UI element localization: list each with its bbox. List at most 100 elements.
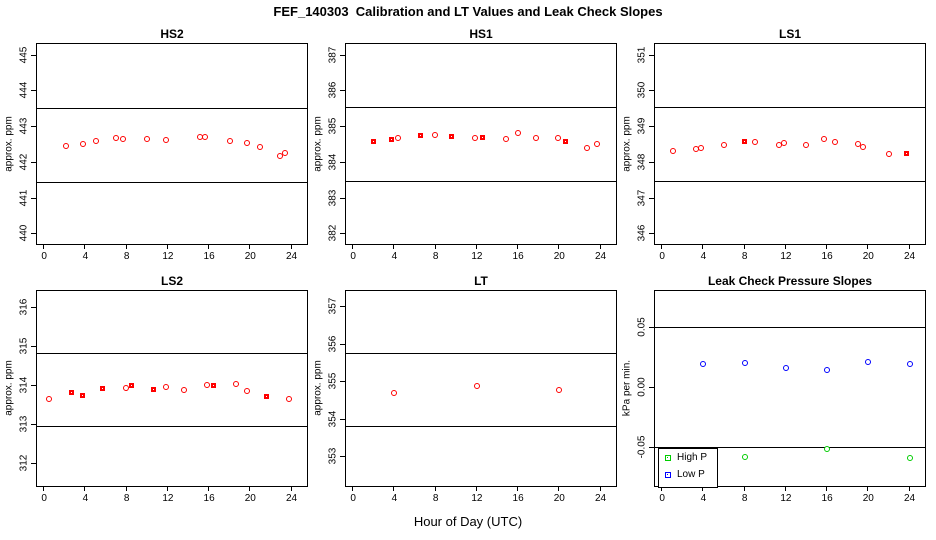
x-tick-mark bbox=[393, 486, 395, 491]
reference-line bbox=[346, 107, 616, 109]
data-point bbox=[780, 140, 787, 147]
data-point bbox=[431, 131, 438, 138]
y-tick-mark bbox=[31, 90, 36, 92]
plot-area-ls2: 312 313 314 315 316 0 4 8 12 16 20 24 bbox=[19, 290, 308, 504]
y-tick-mark bbox=[340, 54, 345, 56]
data-point bbox=[144, 136, 151, 142]
y-axis-label-leak-check: kPa per min. bbox=[621, 359, 633, 417]
data-point-center bbox=[391, 139, 393, 141]
data-point bbox=[556, 386, 563, 393]
x-tick-mark bbox=[249, 486, 251, 491]
data-point bbox=[286, 396, 293, 403]
x-tick-mark bbox=[434, 486, 436, 491]
subplot-title-ls1: LS1 bbox=[778, 27, 802, 41]
y-tick-label: 384 bbox=[327, 153, 339, 171]
data-point bbox=[584, 144, 591, 151]
data-point bbox=[92, 138, 99, 145]
y-tick-label: 315 bbox=[18, 337, 30, 354]
y-tick-mark bbox=[649, 197, 654, 199]
y-axis-label-hs2: approx. ppm bbox=[3, 116, 15, 172]
data-point bbox=[69, 390, 75, 396]
x-tick-mark bbox=[743, 244, 745, 249]
x-tick-label: 4 bbox=[700, 493, 707, 504]
subplot-leak-check: Leak Check Pressure Slopes kPa per min. … bbox=[618, 274, 927, 521]
y-tick-mark bbox=[31, 233, 36, 235]
data-point bbox=[181, 386, 188, 393]
data-point bbox=[99, 386, 105, 392]
y-tick-mark bbox=[340, 418, 345, 420]
x-tick-mark bbox=[249, 244, 251, 249]
y-tick-mark bbox=[31, 462, 36, 464]
x-tick-label: 16 bbox=[821, 493, 833, 504]
data-point bbox=[232, 380, 239, 387]
data-point-center bbox=[743, 140, 745, 142]
data-point bbox=[594, 141, 601, 147]
y-tick-mark bbox=[31, 345, 36, 347]
x-tick-mark bbox=[784, 486, 786, 491]
y-tick-label: 316 bbox=[18, 298, 30, 315]
legend-label: Low P bbox=[677, 469, 705, 480]
reference-line bbox=[655, 447, 925, 449]
x-tick-mark bbox=[290, 244, 292, 249]
y-tick-mark bbox=[340, 306, 345, 307]
data-point bbox=[46, 396, 53, 403]
x-tick-mark bbox=[517, 244, 519, 249]
y-axis-label-hs1: approx. ppm bbox=[312, 116, 324, 172]
x-tick-mark bbox=[702, 486, 704, 491]
legend-entry: High P bbox=[659, 449, 717, 466]
x-tick-label: 12 bbox=[780, 251, 792, 262]
x-tick-label: 24 bbox=[594, 493, 607, 504]
data-point bbox=[555, 135, 562, 142]
data-point bbox=[62, 143, 69, 150]
data-point bbox=[906, 455, 913, 462]
x-tick-label: 16 bbox=[512, 493, 524, 504]
data-point bbox=[128, 382, 134, 388]
y-tick-label: 347 bbox=[636, 189, 648, 206]
y-tick-label: 348 bbox=[636, 153, 648, 171]
x-tick-mark bbox=[661, 486, 663, 491]
legend-marker-icon bbox=[665, 471, 671, 478]
data-point bbox=[263, 394, 269, 400]
subplot-ls2: LS2 approx. ppm 312 313 314 315 316 0 4 8 12 16 20… bbox=[0, 274, 309, 521]
x-tick-label: 4 bbox=[82, 493, 89, 504]
x-tick-label: 12 bbox=[471, 493, 483, 504]
data-point bbox=[277, 153, 284, 160]
data-point bbox=[80, 392, 86, 398]
x-tick-mark bbox=[84, 486, 86, 491]
legend-box: High P Low P bbox=[658, 448, 718, 488]
y-tick-label: 382 bbox=[327, 224, 339, 242]
x-tick-mark bbox=[702, 244, 704, 249]
x-tick-label: 20 bbox=[862, 251, 874, 262]
plot-area-lt: 353 354 355 356 357 0 4 8 12 16 20 24 bbox=[328, 290, 617, 504]
subplot-title-ls2: LS2 bbox=[160, 274, 184, 288]
x-tick-mark bbox=[784, 244, 786, 249]
x-tick-label: 20 bbox=[862, 493, 874, 504]
y-tick-label: 443 bbox=[18, 117, 30, 135]
subplot-title-hs1: HS1 bbox=[469, 27, 493, 41]
x-tick-mark bbox=[166, 486, 168, 491]
x-tick-mark bbox=[743, 486, 745, 491]
subplot-title-leak-check: Leak Check Pressure Slopes bbox=[707, 274, 873, 288]
data-point-center bbox=[482, 137, 484, 139]
x-tick-label: 0 bbox=[41, 493, 47, 504]
y-tick-label: 314 bbox=[18, 376, 30, 393]
x-tick-label: 24 bbox=[594, 251, 607, 262]
y-tick-mark bbox=[340, 233, 345, 235]
data-point bbox=[669, 148, 676, 155]
x-tick-label: 8 bbox=[123, 493, 130, 504]
y-axis-label-ls1: approx. ppm bbox=[621, 116, 633, 172]
y-tick-label: 385 bbox=[327, 117, 339, 135]
figure-title: FEF_140303 Calibration and LT Values and… bbox=[273, 4, 663, 19]
x-tick-label: 0 bbox=[659, 493, 665, 504]
data-point-center bbox=[564, 141, 566, 143]
x-tick-label: 24 bbox=[285, 493, 298, 504]
x-tick-label: 12 bbox=[780, 493, 792, 504]
data-point bbox=[860, 143, 867, 150]
data-point bbox=[211, 382, 217, 388]
subplot-title-lt: LT bbox=[474, 274, 488, 288]
x-tick-mark bbox=[208, 244, 210, 249]
y-tick-mark bbox=[649, 90, 654, 92]
data-point bbox=[162, 384, 169, 391]
plot-area-hs1: 382 383 384 385 386 387 0 4 8 12 16 20 24 bbox=[328, 43, 617, 262]
plot-area-hs2: 440 441 442 443 444 445 0 4 8 12 16 20 24 bbox=[19, 43, 308, 262]
